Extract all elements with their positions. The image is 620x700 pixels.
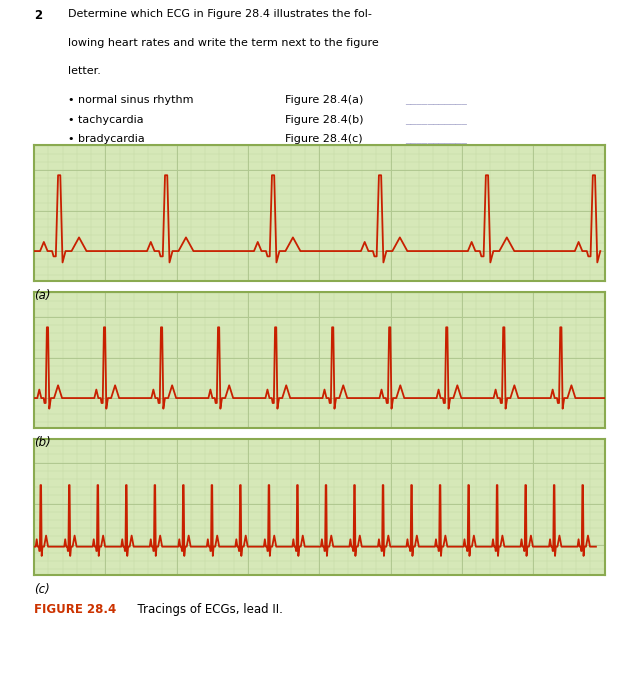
Text: • bradycardia: • bradycardia: [68, 134, 145, 144]
Text: Figure 28.4(a): Figure 28.4(a): [285, 95, 363, 105]
Text: letter.: letter.: [68, 66, 101, 76]
Text: ___________: ___________: [405, 95, 467, 105]
Text: Tracings of ECGs, lead II.: Tracings of ECGs, lead II.: [130, 603, 283, 617]
Text: lowing heart rates and write the term next to the figure: lowing heart rates and write the term ne…: [68, 38, 379, 48]
Text: • normal sinus rhythm: • normal sinus rhythm: [68, 95, 194, 105]
Text: (b): (b): [34, 436, 51, 449]
Text: Figure 28.4(b): Figure 28.4(b): [285, 115, 363, 125]
Text: Figure 28.4(c): Figure 28.4(c): [285, 134, 363, 144]
Text: ___________: ___________: [405, 134, 467, 144]
Text: • tachycardia: • tachycardia: [68, 115, 144, 125]
Text: (c): (c): [34, 583, 50, 596]
Text: ___________: ___________: [405, 115, 467, 125]
Text: Determine which ECG in Figure 28.4 illustrates the fol-: Determine which ECG in Figure 28.4 illus…: [68, 10, 372, 20]
Text: (a): (a): [34, 289, 51, 302]
Text: FIGURE 28.4: FIGURE 28.4: [34, 603, 117, 617]
Text: 2: 2: [34, 10, 42, 22]
